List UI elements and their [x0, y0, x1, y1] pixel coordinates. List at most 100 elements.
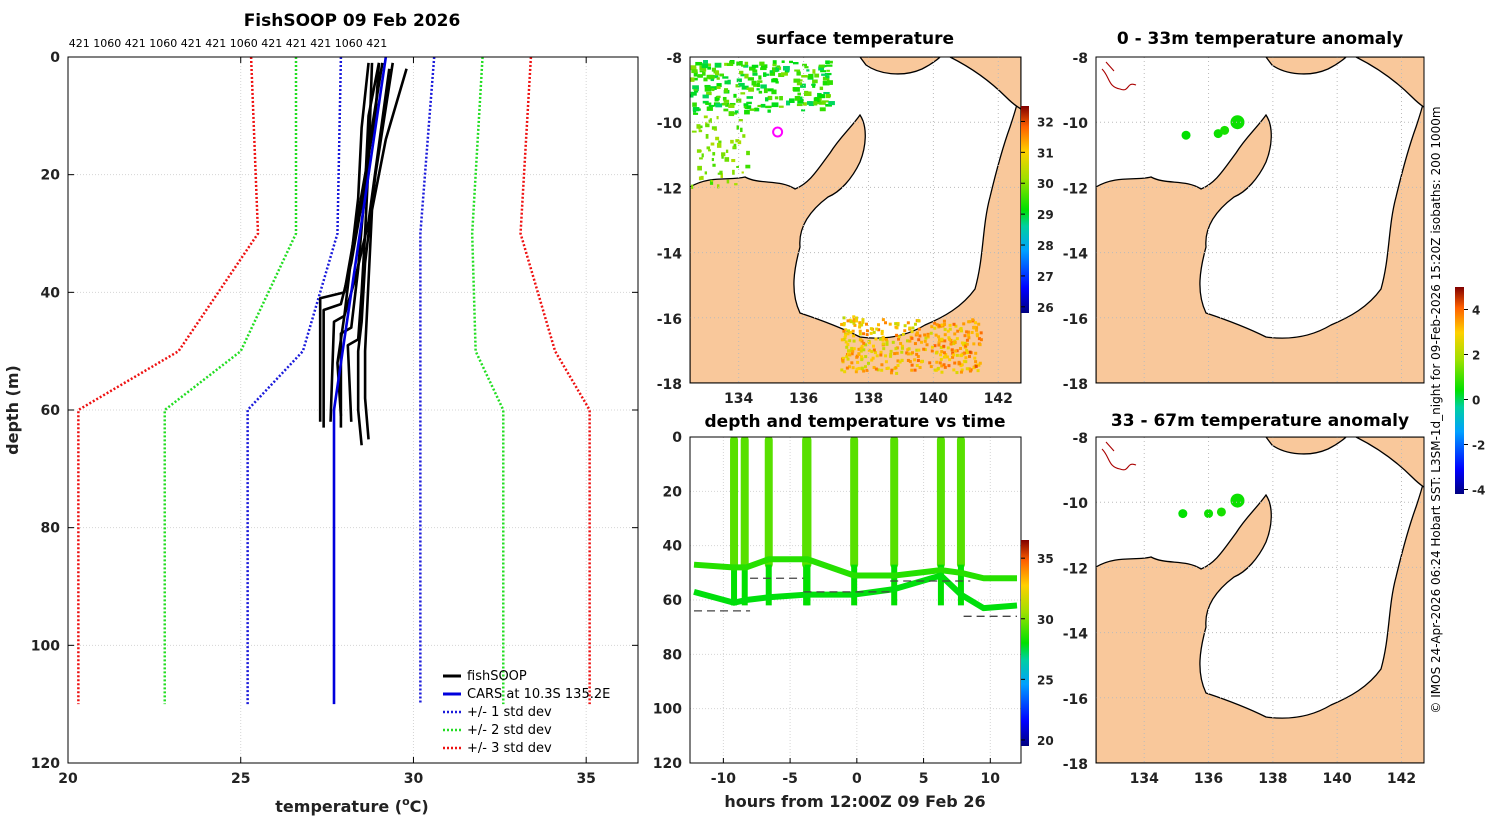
sst-pixel [897, 335, 901, 339]
legend-label-cars: CARS at 10.3S 135.2E [467, 687, 610, 702]
sst-pixel [713, 128, 718, 131]
anomaly-33-67m-x-tick-label: 142 [1387, 771, 1416, 787]
time-series-data [693, 437, 1018, 617]
profile-y-tick-label: 80 [41, 521, 61, 537]
sst-pixel [736, 61, 740, 66]
sst-pixel [827, 80, 833, 85]
sst-pixel [891, 340, 895, 344]
sst-pixel [977, 322, 981, 326]
sst-pixel [852, 347, 856, 351]
sst-pixel [917, 338, 921, 342]
sst-pixel [880, 368, 884, 372]
sst-pixel [800, 83, 806, 88]
sst-pixel [692, 102, 697, 107]
sst-pixel [698, 129, 703, 133]
sst-pixel [974, 351, 978, 355]
sst-pixel [752, 72, 758, 76]
time-series-xlabel: hours from 12:00Z 09 Feb 26 [724, 792, 985, 811]
sst-pixel [968, 320, 972, 324]
sst-pixel [881, 342, 885, 346]
sst-pixel [794, 69, 801, 72]
sst-pixel [873, 351, 877, 355]
sst-pixel [970, 331, 974, 335]
sst-pixel [915, 352, 919, 356]
anomaly-33-67m-y-tick-label: -12 [1063, 561, 1088, 577]
profile-x-tick-label: 35 [576, 771, 595, 787]
sst-pixel [858, 324, 862, 328]
sst-pixel [851, 366, 855, 370]
sst-pixel [710, 86, 717, 90]
sst-pixel [734, 183, 738, 186]
sst-pixel [881, 318, 885, 322]
sst-pixel [908, 339, 912, 343]
anomaly-colorbar-tick-label: 0 [1472, 394, 1480, 408]
sst-pixel [746, 101, 752, 105]
sst-pixel [706, 106, 713, 111]
sst-pixel [860, 358, 864, 362]
sst-pixel [796, 71, 801, 76]
time-series-lower-depth-line [693, 572, 1018, 612]
sst-colorbar [1021, 106, 1029, 313]
sst-pixel [728, 111, 735, 117]
sst-pixel [855, 367, 859, 371]
sst-land-mainland [690, 76, 1021, 383]
sst-colorbar-tick-label: 27 [1037, 270, 1054, 284]
sst-pixel [724, 157, 730, 162]
sst-pixel [917, 348, 921, 352]
sst-pixel [722, 96, 727, 101]
sst-pixel [842, 316, 846, 320]
sst-pixel [960, 368, 964, 372]
sst-pixel [918, 334, 922, 338]
sst-pixel [840, 368, 844, 372]
sst-pixel [925, 343, 929, 347]
sst-pixel [872, 365, 876, 369]
sst-pixel [850, 352, 854, 356]
sst-pixel [703, 115, 708, 119]
sst-pixel [867, 348, 871, 352]
time-series-colorbar-tick-label: 35 [1037, 552, 1054, 566]
anomaly-33-67m-point [1216, 507, 1226, 517]
sst-pixel [741, 85, 749, 90]
sst-pixel [903, 329, 907, 333]
time-series-colorbar-tick-label: 30 [1037, 613, 1054, 627]
sst-pixel [705, 133, 709, 139]
sst-x-ticks: 134 136 138 140 142 [724, 391, 1013, 407]
sst-pixel [840, 322, 844, 326]
sst-pixel [826, 75, 830, 79]
sst-pixel [813, 101, 818, 106]
sst-pixel [778, 105, 784, 108]
sst-pixel [736, 125, 740, 130]
sst-pixel [877, 328, 881, 332]
sst-pixel [760, 64, 768, 69]
sst-map-area [690, 57, 1021, 383]
sst-pixel [872, 344, 876, 348]
sst-pixel [908, 360, 912, 364]
sst-pixel [865, 368, 869, 372]
sst-pixel [826, 69, 830, 72]
sst-pixel [933, 321, 937, 325]
sst-pixel [929, 331, 933, 335]
sst-pixel [731, 158, 736, 163]
sst-pixel [955, 353, 959, 357]
sst-pixel [850, 346, 854, 350]
sst-pixel [788, 98, 795, 103]
sst-pixel [756, 82, 760, 88]
anomaly-33-67m-y-tick-label: -18 [1063, 757, 1088, 773]
sst-pixel [751, 80, 757, 86]
sst-colorbar-tick-label: 26 [1037, 301, 1054, 315]
sst-colorbar-tick-label: 31 [1037, 146, 1054, 160]
anomaly-33-67m-x-tick-label: 134 [1130, 771, 1159, 787]
sst-pixel [936, 366, 940, 370]
anomaly-0-33m-title: 0 - 33m temperature anomaly [1117, 29, 1403, 49]
sst-pixel [881, 335, 885, 339]
sst-pixel [760, 84, 767, 89]
std-dev-line-1-high [419, 56, 436, 705]
profile-y-tick-label: 20 [41, 168, 61, 184]
sst-pixel [850, 361, 854, 365]
sst-pixel [973, 356, 977, 360]
sst-pixel [895, 333, 899, 337]
sst-pixel [812, 79, 818, 84]
time-series-colorbar-tick-label: 20 [1037, 734, 1054, 748]
sst-pixel [697, 165, 702, 171]
sst-pixel [884, 338, 888, 342]
